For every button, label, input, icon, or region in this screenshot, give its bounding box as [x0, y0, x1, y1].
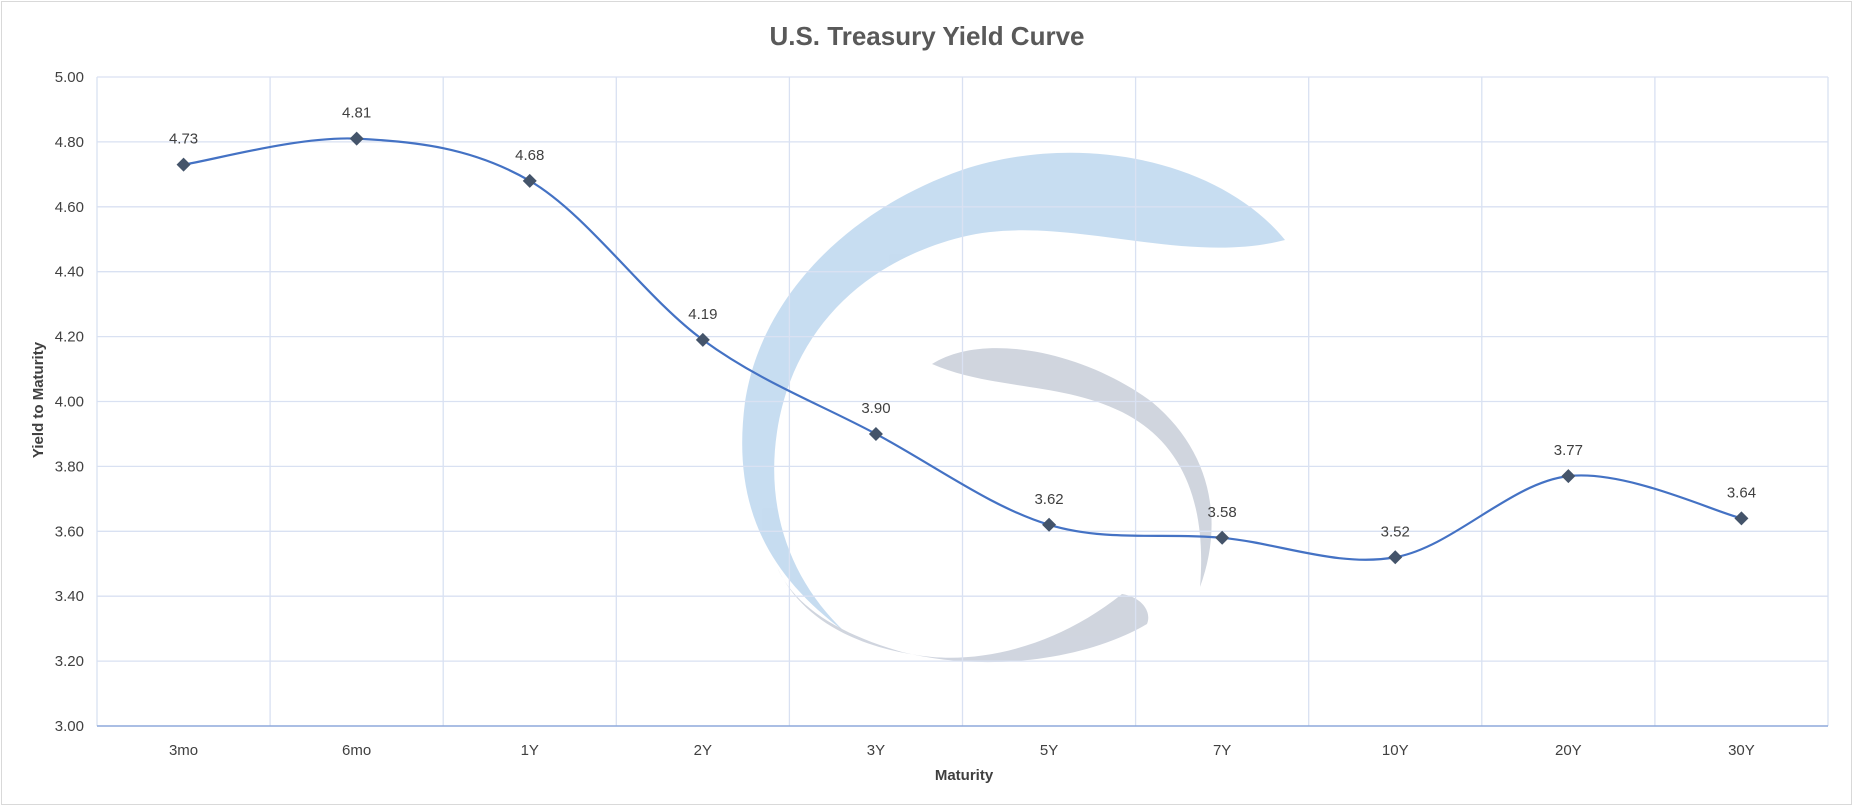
- y-tick-label: 4.80: [55, 134, 84, 151]
- axes: 3.00 3.20 3.40 3.60 3.80 4.00 4.20 4.40 4.60 4.80…: [55, 69, 1828, 759]
- data-labels: 4.73 4.81 4.68 4.19 3.90 3.62 3.58 3.52 3.77 3.64: [169, 105, 1756, 541]
- x-tick-label: 10Y: [1382, 742, 1409, 759]
- y-tick-label: 3.80: [55, 458, 84, 475]
- data-point-marker: [868, 426, 883, 441]
- data-label: 3.62: [1034, 491, 1063, 508]
- data-point-marker: [1734, 511, 1749, 526]
- data-point-marker: [176, 157, 191, 172]
- y-tick-label: 4.60: [55, 199, 84, 216]
- data-label: 4.19: [688, 306, 717, 323]
- grid-lines: [96, 76, 1829, 726]
- data-label: 4.68: [515, 147, 544, 164]
- y-tick-label: 5.00: [55, 69, 84, 86]
- x-tick-label: 30Y: [1728, 742, 1755, 759]
- x-tick-label: 3mo: [169, 742, 198, 759]
- data-point-marker: [1561, 469, 1576, 484]
- data-label: 3.77: [1554, 442, 1583, 459]
- y-tick-label: 3.00: [55, 718, 84, 735]
- data-label: 4.73: [169, 131, 198, 148]
- x-tick-label: 2Y: [694, 742, 712, 759]
- x-tick-label: 20Y: [1555, 742, 1582, 759]
- data-label: 3.90: [861, 400, 890, 417]
- data-point-marker: [522, 173, 537, 188]
- chart-title: U.S. Treasury Yield Curve: [769, 21, 1084, 51]
- y-tick-label: 4.40: [55, 264, 84, 281]
- series-markers: [176, 131, 1749, 565]
- x-axis-title: Maturity: [935, 767, 994, 784]
- data-label: 3.52: [1381, 523, 1410, 540]
- data-label: 3.64: [1727, 484, 1756, 501]
- data-label: 3.58: [1208, 504, 1237, 521]
- y-tick-label: 4.20: [55, 329, 84, 346]
- data-point-marker: [349, 131, 364, 146]
- yield-curve-line: [183, 137, 1742, 561]
- data-point-marker: [1215, 530, 1230, 545]
- x-tick-label: 3Y: [867, 742, 885, 759]
- data-point-marker: [1388, 550, 1403, 565]
- data-point-marker: [695, 332, 710, 347]
- x-tick-label: 6mo: [342, 742, 371, 759]
- data-label: 4.81: [342, 105, 371, 122]
- x-tick-label: 1Y: [521, 742, 539, 759]
- x-tick-label: 5Y: [1040, 742, 1058, 759]
- y-tick-label: 3.60: [55, 523, 84, 540]
- watermark-logo-icon: [742, 152, 1285, 663]
- y-axis-title: Yield to Maturity: [30, 341, 47, 458]
- y-tick-label: 3.40: [55, 588, 84, 605]
- y-tick-label: 3.20: [55, 653, 84, 670]
- series-line: [183, 137, 1742, 561]
- x-tick-label: 7Y: [1213, 742, 1231, 759]
- y-tick-label: 4.00: [55, 394, 84, 411]
- data-point-marker: [1042, 517, 1057, 532]
